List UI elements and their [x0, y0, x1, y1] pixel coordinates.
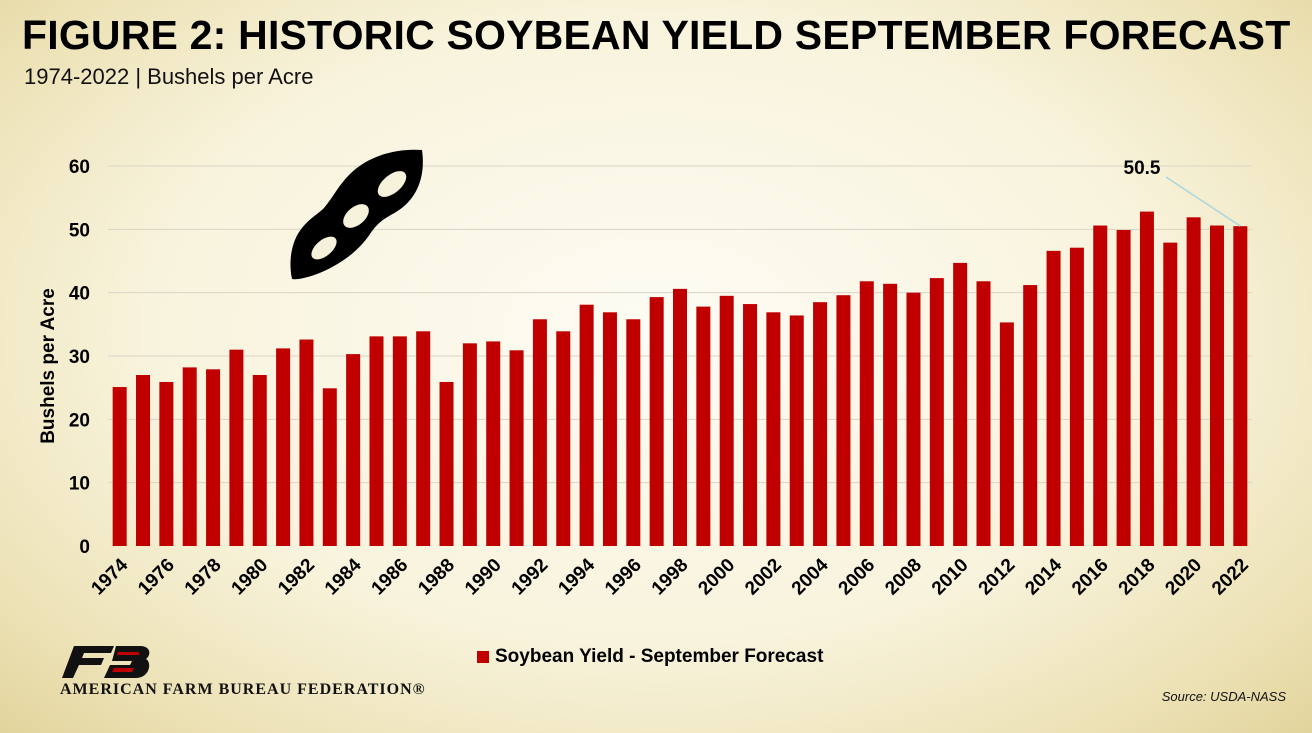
x-tick-label: 1980	[228, 555, 273, 600]
bar	[999, 322, 1014, 546]
bar	[953, 262, 968, 546]
x-tick-label: 1996	[601, 555, 646, 600]
bar	[486, 341, 501, 546]
soybean-pod-icon	[290, 149, 423, 280]
bar	[392, 336, 407, 546]
bar	[182, 367, 197, 546]
bar	[556, 331, 571, 546]
bar	[1069, 247, 1084, 546]
bar	[136, 375, 151, 546]
bar	[252, 375, 267, 546]
bar	[1046, 250, 1061, 546]
bar	[696, 306, 711, 546]
x-axis-ticks: 1974 1976 1978 1980 1982 1984 1986 1988 1990 1992…	[87, 554, 1252, 599]
chart-legend: Soybean Yield - September Forecast	[477, 646, 823, 668]
bar	[836, 295, 851, 546]
legend-label: Soybean Yield - September Forecast	[495, 646, 824, 667]
bar	[719, 295, 734, 546]
y-axis-label: Bushels per Acre	[38, 288, 59, 444]
afbf-logo-icon	[62, 646, 150, 678]
x-tick-label: 1998	[648, 555, 693, 600]
bar	[813, 302, 828, 546]
x-tick-label: 2016	[1068, 555, 1113, 600]
y-tick-label: 20	[69, 410, 90, 431]
bar	[229, 349, 244, 546]
x-tick-label: 2008	[881, 555, 926, 600]
bar	[672, 288, 688, 546]
y-tick-label: 30	[69, 347, 90, 368]
bar	[1209, 225, 1224, 547]
bar	[462, 343, 477, 546]
x-tick-label: 1974	[87, 554, 132, 599]
bar	[649, 297, 664, 546]
bar	[883, 283, 898, 546]
bar	[299, 339, 314, 546]
x-tick-label: 1990	[461, 555, 506, 600]
bar	[602, 312, 617, 546]
bar	[906, 292, 921, 546]
x-tick-label: 1994	[554, 554, 599, 599]
page-subtitle: 1974-2022 | Bushels per Acre	[24, 64, 314, 89]
x-tick-label: 2014	[1021, 554, 1066, 599]
bar	[1233, 226, 1248, 546]
bar	[766, 312, 781, 546]
x-tick-label: 2010	[928, 555, 973, 600]
bar	[859, 281, 874, 546]
y-tick-label: 40	[69, 284, 90, 305]
x-tick-label: 2020	[1161, 555, 1206, 600]
bar	[439, 381, 454, 546]
bar	[509, 350, 524, 546]
bars	[112, 211, 1248, 547]
bar	[929, 278, 944, 546]
x-tick-label: 1988	[414, 555, 459, 600]
bar	[112, 387, 127, 546]
x-tick-label: 2018	[1115, 555, 1160, 600]
x-tick-label: 2012	[975, 555, 1020, 600]
x-tick-label: 2002	[741, 555, 786, 600]
x-tick-label: 1978	[181, 555, 226, 600]
bar	[322, 388, 337, 546]
source-note: Source: USDA-NASS	[1161, 689, 1286, 704]
x-tick-label: 1986	[368, 555, 413, 600]
bar	[579, 304, 594, 546]
bar	[743, 304, 758, 546]
bar	[1116, 229, 1131, 546]
bar	[789, 315, 804, 546]
bar	[276, 348, 291, 546]
bar	[206, 369, 221, 546]
y-axis-ticks: 0 10 20 30 40 50 60	[69, 157, 90, 558]
x-tick-label: 1992	[508, 555, 553, 600]
x-tick-label: 1976	[134, 555, 179, 600]
x-tick-label: 2000	[694, 555, 739, 600]
bar	[1186, 217, 1201, 547]
bar	[416, 331, 431, 546]
x-tick-label: 2006	[835, 555, 880, 600]
bar	[1023, 285, 1038, 546]
bar	[532, 319, 547, 546]
bar	[1139, 211, 1154, 546]
bar	[369, 336, 384, 546]
annotation-label: 50.5	[1124, 158, 1161, 179]
legend-swatch	[477, 651, 489, 663]
y-tick-label: 10	[69, 474, 90, 495]
annotation-leader-line	[1165, 176, 1241, 227]
x-tick-label: 1984	[321, 554, 366, 599]
organization-name: AMERICAN FARM BUREAU FEDERATION®	[60, 681, 426, 698]
bar	[346, 354, 361, 546]
bar	[1163, 242, 1178, 546]
page-title: FIGURE 2: HISTORIC SOYBEAN YIELD SEPTEMB…	[22, 12, 1291, 58]
x-tick-label: 2022	[1208, 555, 1253, 600]
bar	[159, 381, 174, 546]
y-tick-label: 0	[79, 537, 90, 558]
bar	[1093, 225, 1108, 547]
annotations: 50.5	[1124, 158, 1241, 227]
bar	[976, 281, 991, 546]
x-tick-label: 1982	[274, 555, 319, 600]
bar	[626, 319, 641, 546]
y-tick-label: 60	[69, 157, 90, 178]
y-tick-label: 50	[69, 220, 90, 241]
x-tick-label: 2004	[788, 554, 833, 599]
